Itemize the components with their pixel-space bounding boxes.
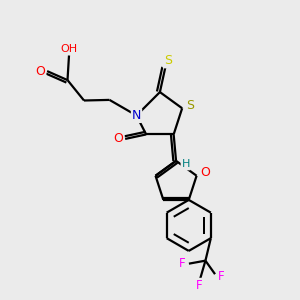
Text: OH: OH [60, 44, 78, 54]
Text: O: O [200, 166, 210, 179]
Text: F: F [196, 279, 203, 292]
Text: F: F [218, 270, 225, 283]
Text: S: S [186, 99, 194, 112]
Text: O: O [36, 64, 45, 78]
Text: N: N [132, 109, 141, 122]
Text: O: O [114, 132, 124, 146]
Text: S: S [164, 54, 172, 68]
Text: F: F [179, 257, 186, 270]
Text: H: H [182, 159, 190, 170]
